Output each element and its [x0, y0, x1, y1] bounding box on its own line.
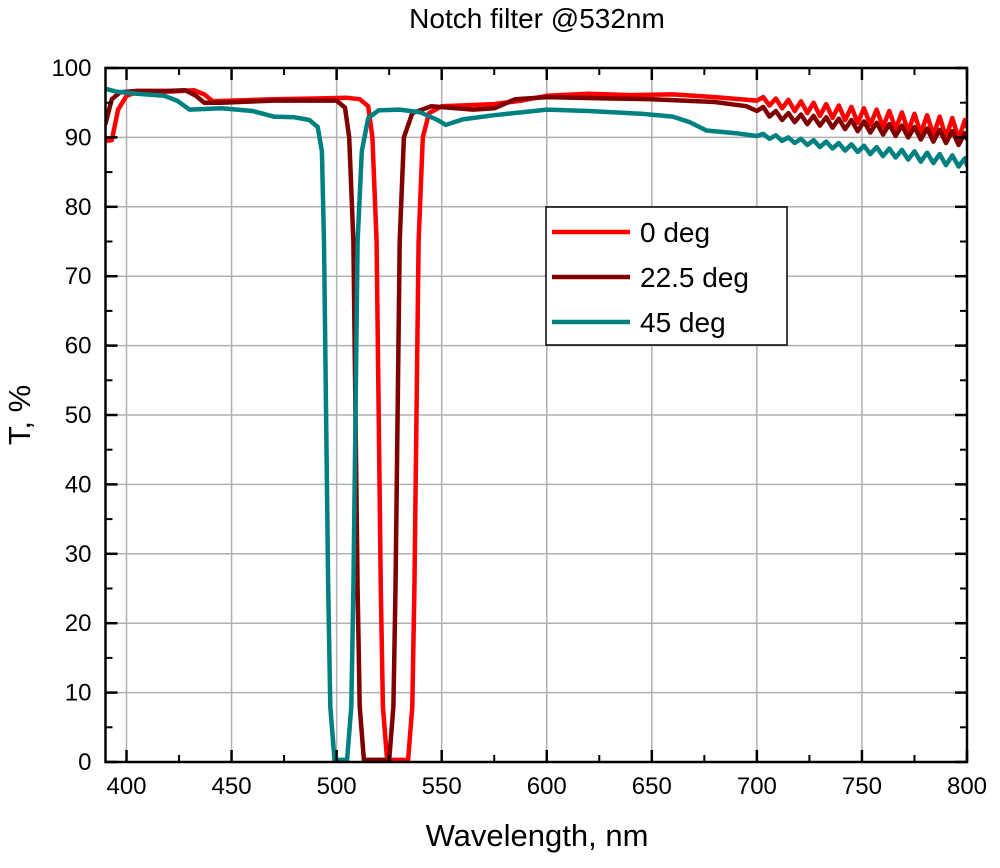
y-tick-label: 30 [65, 541, 92, 568]
ticks: 400 450 500 550 600 650 700 750 800 0 10 20 30 40 50 60… [51, 55, 987, 800]
chart-title: Notch filter @532nm [409, 3, 665, 34]
y-tick-label: 50 [65, 402, 92, 429]
x-tick-label: 750 [842, 773, 882, 800]
x-tick-label: 700 [737, 773, 777, 800]
x-tick-label: 650 [632, 773, 672, 800]
grid [105, 67, 968, 763]
legend-label: 22.5 deg [640, 262, 749, 293]
y-tick-label: 20 [65, 610, 92, 637]
legend-label: 45 deg [640, 307, 726, 338]
y-tick-label: 40 [65, 471, 92, 498]
y-tick-label: 80 [65, 194, 92, 221]
series-line-45-deg [105, 86, 967, 762]
legend-label: 0 deg [640, 217, 710, 248]
x-tick-label: 600 [527, 773, 567, 800]
series-lines [105, 86, 967, 762]
y-tick-label: 90 [65, 124, 92, 151]
series-line-22-5-deg [105, 87, 967, 762]
y-axis-label: T, % [2, 385, 37, 445]
x-tick-label: 550 [422, 773, 462, 800]
x-tick-label: 800 [947, 773, 987, 800]
x-tick-label: 450 [212, 773, 252, 800]
y-tick-label: 70 [65, 263, 92, 290]
y-tick-label: 100 [51, 55, 91, 82]
legend: 0 deg 22.5 deg 45 deg [545, 206, 788, 346]
series-line-0-deg [105, 87, 967, 762]
y-tick-label: 0 [78, 749, 91, 776]
y-tick-label: 60 [65, 333, 92, 360]
x-tick-label: 500 [317, 773, 357, 800]
x-axis-label: Wavelength, nm [426, 818, 649, 853]
y-tick-label: 10 [65, 680, 92, 707]
x-tick-label: 400 [106, 773, 146, 800]
